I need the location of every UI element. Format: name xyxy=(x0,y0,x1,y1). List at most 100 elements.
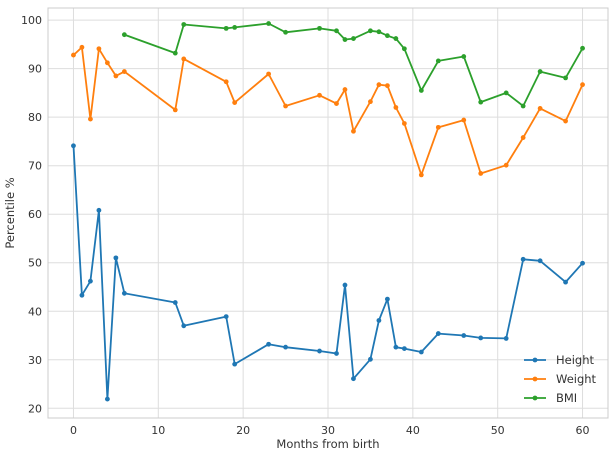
bmi-point xyxy=(342,37,348,42)
height-point xyxy=(351,376,356,382)
height-point xyxy=(393,344,399,350)
height-point xyxy=(121,290,127,296)
height-point xyxy=(96,207,102,213)
bmi-point xyxy=(503,90,509,96)
weight-point xyxy=(71,52,76,58)
height-point xyxy=(317,348,322,354)
height-point xyxy=(172,300,178,305)
y-tick-label: 40 xyxy=(28,305,42,318)
weight-point xyxy=(181,56,187,62)
height-point xyxy=(88,278,93,284)
weight-point xyxy=(393,105,399,110)
bmi-point xyxy=(181,22,187,27)
height-point xyxy=(418,349,424,355)
bmi-point xyxy=(172,50,178,56)
y-tick-label: 70 xyxy=(28,160,42,173)
weight-point xyxy=(232,100,238,106)
height-point xyxy=(223,314,229,319)
y-axis-label: Percentile % xyxy=(3,177,17,248)
weight-point xyxy=(401,121,407,126)
height-point xyxy=(232,361,238,367)
x-tick-label: 40 xyxy=(406,424,420,437)
bmi-point xyxy=(520,103,526,109)
bmi-point xyxy=(368,28,373,34)
height-point xyxy=(478,335,484,341)
weight-point xyxy=(266,71,272,77)
series-height xyxy=(71,143,585,402)
x-tick-label: 10 xyxy=(151,424,165,437)
bmi-point xyxy=(418,88,424,93)
bmi-point xyxy=(435,58,441,64)
weight-point xyxy=(563,118,568,124)
weight-point xyxy=(435,124,441,130)
weight-point xyxy=(368,99,373,105)
weight-point xyxy=(96,46,102,52)
height-point xyxy=(376,318,382,323)
bmi-point xyxy=(393,36,399,41)
series-bmi xyxy=(121,21,585,109)
weight-point xyxy=(172,107,178,113)
height-point xyxy=(435,331,441,336)
bmi-point xyxy=(401,46,407,52)
legend-item-weight: Weight xyxy=(524,372,597,386)
height-point xyxy=(461,333,467,338)
weight-point xyxy=(418,172,424,178)
weight-point xyxy=(461,117,467,123)
y-tick-label: 100 xyxy=(21,14,42,27)
x-tick-label: 50 xyxy=(491,424,505,437)
weight-point xyxy=(342,87,348,92)
weight-point xyxy=(503,162,509,168)
height-point xyxy=(283,344,288,350)
height-point xyxy=(368,356,373,362)
bmi-point xyxy=(232,25,238,30)
weight-point xyxy=(580,82,585,88)
height-point xyxy=(334,351,339,356)
height-point xyxy=(71,143,76,149)
height-point xyxy=(79,292,85,298)
grid xyxy=(48,8,608,418)
bmi-point xyxy=(537,69,543,74)
weight-point xyxy=(334,101,339,106)
weight-point xyxy=(384,83,390,89)
weight-point xyxy=(283,103,288,109)
legend-label-bmi: BMI xyxy=(556,391,577,405)
height-point xyxy=(266,341,272,347)
bmi-point xyxy=(478,99,484,105)
bmi-point xyxy=(317,25,322,31)
height-point xyxy=(342,282,348,288)
y-tick-label: 80 xyxy=(28,111,42,124)
series-layer xyxy=(71,21,585,402)
bmi-point xyxy=(376,29,382,35)
legend-item-height: Height xyxy=(524,353,595,367)
tick-labels: 0 10 20 30 40 50 60 20 30 40 50 60 70 80 90 100 xyxy=(21,14,590,437)
height-point xyxy=(537,258,543,264)
y-tick-label: 90 xyxy=(28,63,42,76)
y-tick-label: 50 xyxy=(28,257,42,270)
height-point xyxy=(563,279,568,285)
legend-label-height: Height xyxy=(556,353,595,367)
plot-frame xyxy=(47,7,609,419)
bmi-point xyxy=(266,21,272,26)
bmi-point xyxy=(384,33,390,39)
height-point xyxy=(113,255,119,261)
weight-point xyxy=(223,79,229,85)
weight-point xyxy=(478,171,484,176)
x-tick-label: 20 xyxy=(236,424,250,437)
y-tick-label: 60 xyxy=(28,208,42,221)
weight-point xyxy=(520,135,526,140)
y-tick-label: 20 xyxy=(28,402,42,415)
weight-point xyxy=(121,69,127,74)
bmi-point xyxy=(351,36,356,41)
y-tick-label: 30 xyxy=(28,354,42,367)
bmi-point xyxy=(563,75,568,81)
legend-label-weight: Weight xyxy=(556,372,597,386)
weight-point xyxy=(351,128,356,134)
height-point xyxy=(401,346,407,352)
height-point xyxy=(520,256,526,262)
legend-marker-weight xyxy=(532,376,538,382)
weight-point xyxy=(376,82,382,88)
x-tick-label: 30 xyxy=(321,424,335,437)
legend-marker-height xyxy=(532,357,538,363)
